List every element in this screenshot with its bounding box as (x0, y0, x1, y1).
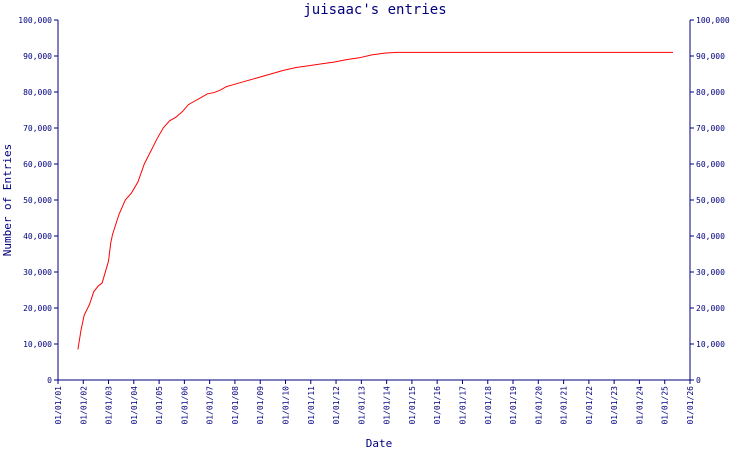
y-tick-label-left: 10,000 (23, 340, 52, 349)
axes (57, 20, 691, 381)
y-tick-label-right: 100,000 (696, 16, 730, 25)
y-tick-label-right: 30,000 (696, 268, 725, 277)
x-ticks: 01/01/01 01/01/02 01/01/03 01/01/04 01/01/05… (54, 380, 695, 425)
x-tick-label: 01/01/02 (79, 386, 88, 425)
y-tick-label-left: 20,000 (23, 304, 52, 313)
y-tick-label-right: 80,000 (696, 88, 725, 97)
y-tick-label-right: 90,000 (696, 52, 725, 61)
x-tick-label: 01/01/24 (635, 386, 644, 425)
x-tick-label: 01/01/18 (484, 386, 493, 425)
x-tick-label: 01/01/08 (231, 386, 240, 425)
x-tick-label: 01/01/03 (105, 386, 114, 425)
x-tick-label: 01/01/19 (509, 386, 518, 425)
x-tick-label: 01/01/20 (534, 386, 543, 425)
y-axis-label: Number of Entries (1, 144, 14, 257)
y-tick-label-left: 60,000 (23, 160, 52, 169)
y-tick-label-left: 50,000 (23, 196, 52, 205)
y-ticks-right: 0 10,000 20,000 30,000 40,000 50,000 60,000 70,… (690, 16, 730, 385)
x-tick-label: 01/01/26 (686, 386, 695, 425)
x-tick-label: 01/01/01 (54, 386, 63, 425)
y-tick-label-right: 10,000 (696, 340, 725, 349)
x-tick-label: 01/01/23 (610, 386, 619, 425)
x-tick-label: 01/01/05 (155, 386, 164, 425)
x-tick-label: 01/01/13 (357, 386, 366, 425)
y-tick-label-left: 100,000 (18, 16, 52, 25)
y-tick-label-left: 70,000 (23, 124, 52, 133)
y-tick-label-left: 30,000 (23, 268, 52, 277)
x-tick-label: 01/01/22 (585, 386, 594, 425)
y-tick-label-left: 90,000 (23, 52, 52, 61)
chart-title: juisaac's entries (303, 2, 446, 18)
y-tick-label-right: 20,000 (696, 304, 725, 313)
x-tick-label: 01/01/16 (433, 386, 442, 425)
y-tick-label-right: 40,000 (696, 232, 725, 241)
y-tick-label-right: 70,000 (696, 124, 725, 133)
x-tick-label: 01/01/09 (256, 386, 265, 425)
series-line (77, 51, 673, 350)
x-tick-label: 01/01/17 (458, 386, 467, 425)
y-tick-label-left: 40,000 (23, 232, 52, 241)
y-ticks-left: 0 10,000 20,000 30,000 40,000 50,000 60,000 70,… (18, 16, 58, 385)
x-tick-label: 01/01/14 (383, 386, 392, 425)
x-tick-label: 01/01/04 (130, 386, 139, 425)
x-tick-label: 01/01/11 (307, 386, 316, 425)
x-tick-label: 01/01/07 (206, 386, 215, 425)
x-tick-label: 01/01/25 (661, 386, 670, 425)
x-axis-label: Date (366, 437, 393, 450)
y-tick-label-right: 60,000 (696, 160, 725, 169)
plot-area (77, 51, 673, 350)
x-tick-label: 01/01/12 (332, 386, 341, 425)
y-tick-label-right: 0 (696, 376, 701, 385)
y-tick-label-right: 50,000 (696, 196, 725, 205)
x-tick-label: 01/01/10 (282, 386, 291, 425)
y-tick-label-left: 80,000 (23, 88, 52, 97)
x-tick-label: 01/01/15 (408, 386, 417, 425)
x-tick-label: 01/01/06 (180, 386, 189, 425)
y-tick-label-left: 0 (47, 376, 52, 385)
x-tick-label: 01/01/21 (560, 386, 569, 425)
